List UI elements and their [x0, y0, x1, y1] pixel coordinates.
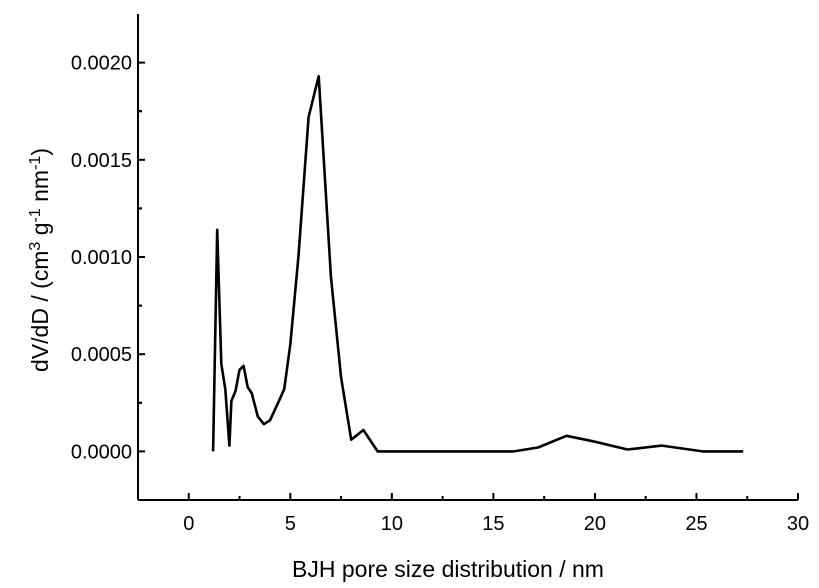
y-axis-title-part: ) — [27, 148, 53, 156]
y-axis-title-part: dV/dD / (cm — [27, 251, 53, 372]
plot-area — [211, 74, 744, 453]
y-axis-title-superscript: 3 — [27, 242, 44, 251]
x-tick-label: 25 — [685, 513, 707, 535]
y-axis-title-part: g — [27, 222, 53, 241]
x-axis: 0 5 10 15 20 25 30 — [137, 493, 809, 535]
y-tick-label: 0.0015 — [71, 150, 132, 172]
x-tick-label: 20 — [584, 513, 606, 535]
y-tick-label: 0.0005 — [71, 344, 132, 366]
x-tick-label: 10 — [381, 513, 403, 535]
y-axis-title-part: nm — [27, 170, 53, 208]
y-tick-label: 0.0000 — [71, 441, 132, 463]
x-tick-label: 30 — [787, 513, 809, 535]
y-axis-title: dV/dD / (cm3 g-1 nm-1) — [27, 148, 54, 372]
x-tick-label: 5 — [285, 513, 296, 535]
x-axis-title: BJH pore size distribution / nm — [292, 556, 604, 582]
y-tick-label: 0.0010 — [71, 247, 132, 269]
y-axis-title-superscript: -1 — [27, 156, 44, 170]
x-tick-label: 0 — [183, 513, 194, 535]
x-tick-label: 15 — [482, 513, 504, 535]
y-tick-label: 0.0020 — [71, 53, 132, 75]
y-axis-title-superscript: -1 — [27, 208, 44, 222]
series-line — [211, 74, 744, 453]
y-axis: 0.0000 0.0005 0.0010 0.0015 0.0020 — [71, 14, 145, 500]
